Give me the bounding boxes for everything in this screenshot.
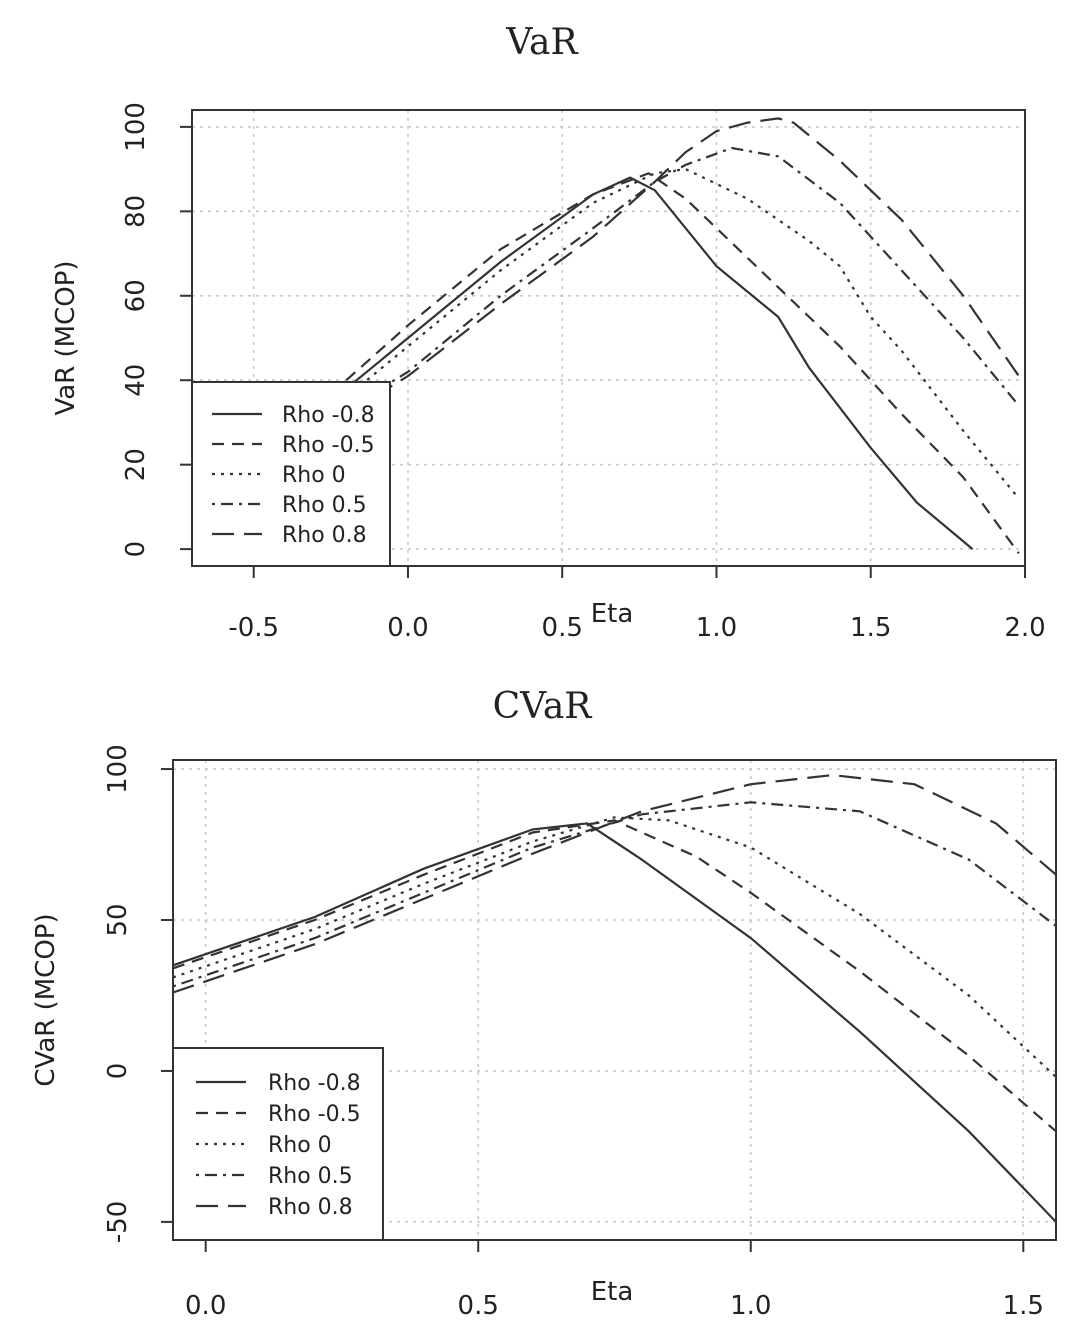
y-axis-label: CVaR (MCOP): [31, 913, 61, 1086]
legend: Rho -0.8 Rho -0.5 Rho 0 Rho 0.5 Rho 0.8: [172, 1047, 384, 1241]
series-group: [345, 117, 1020, 554]
y-tick-label: 100: [103, 744, 133, 794]
chart-title: VaR: [505, 22, 578, 63]
series-line-rho0p8: [345, 117, 1020, 415]
legend-label: Rho 0.8: [282, 523, 367, 548]
y-axis: 0 20 40 60 80 100: [121, 102, 192, 557]
legend: Rho -0.8 Rho -0.5 Rho 0 Rho 0.5 Rho 0.8: [191, 381, 391, 567]
legend-label: Rho 0.5: [282, 493, 367, 518]
series-group: [173, 773, 1056, 1223]
y-axis-label: VaR (MCOP): [51, 260, 81, 415]
series-line-rho0: [173, 816, 1056, 1078]
y-tick-label: 20: [121, 448, 151, 481]
y-tick-label: 80: [121, 195, 151, 228]
y-axis: -50 0 50 100: [103, 744, 173, 1243]
series-line-rho-0p8: [345, 176, 974, 550]
x-tick-label: 2.0: [1004, 613, 1045, 643]
legend-label: Rho 0.8: [268, 1195, 353, 1220]
legend-label: Rho 0: [282, 463, 346, 488]
y-tick-label: 100: [121, 102, 151, 152]
y-tick-label: 40: [121, 364, 151, 397]
x-tick-label: 1.5: [850, 613, 891, 643]
x-tick-label: 0.0: [387, 613, 428, 643]
series-line-rho0p8: [173, 773, 1056, 994]
y-tick-label: -50: [103, 1201, 133, 1243]
plot-frame: [191, 109, 1026, 567]
cvar-chart: CVaR 0.0 0.5 1.0 1.5 -50 0 50 100 Eta CVaR (MC…: [31, 686, 1057, 1321]
series-line-rho-0p5: [173, 819, 1056, 1133]
y-tick-label: 0: [103, 1063, 133, 1080]
y-tick-label: 60: [121, 279, 151, 312]
chart-title: CVaR: [493, 686, 593, 727]
x-tick-label: 1.5: [1003, 1291, 1044, 1321]
var-chart: VaR -0.5 0.0 0.5 1.0 1.5 2.0 0 20 40 60 80 100 Eta…: [51, 22, 1046, 643]
y-tick-label: 0: [121, 541, 151, 558]
series-line-rho0: [345, 167, 1020, 500]
plot-frame: [172, 759, 1057, 1241]
legend-label: Rho -0.5: [268, 1102, 361, 1127]
series-line-rho0p5: [345, 146, 1020, 411]
series-line-rho-0p5: [345, 172, 1020, 554]
legend-label: Rho -0.8: [282, 403, 375, 428]
x-axis: -0.5 0.0 0.5 1.0 1.5 2.0: [228, 566, 1046, 643]
series-line-rho-0p8: [173, 822, 1056, 1223]
x-tick-label: -0.5: [228, 613, 279, 643]
legend-label: Rho -0.5: [282, 433, 375, 458]
x-tick-label: 1.0: [696, 613, 737, 643]
x-axis-label: Eta: [591, 1277, 634, 1307]
y-tick-label: 50: [103, 903, 133, 936]
legend-box: [191, 381, 391, 567]
x-tick-label: 1.0: [730, 1291, 771, 1321]
x-tick-label: 0.5: [542, 613, 583, 643]
x-axis: 0.0 0.5 1.0 1.5: [185, 1240, 1044, 1321]
series-line-rho0p5: [173, 801, 1056, 988]
x-tick-label: 0.5: [458, 1291, 499, 1321]
x-tick-label: 0.0: [185, 1291, 226, 1321]
legend-label: Rho 0.5: [268, 1164, 353, 1189]
x-axis-label: Eta: [591, 599, 634, 629]
grid: [173, 760, 1056, 1240]
legend-label: Rho -0.8: [268, 1071, 361, 1096]
legend-label: Rho 0: [268, 1133, 332, 1158]
